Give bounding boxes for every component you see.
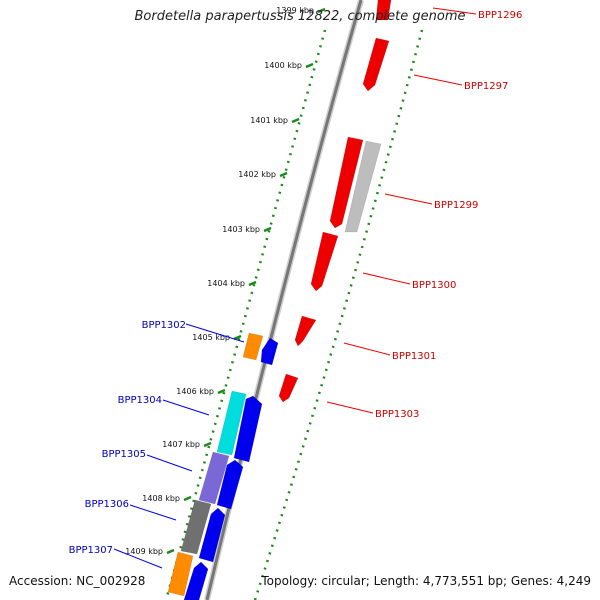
gene-bpp1307b-arrow: [183, 561, 209, 600]
gene-bpp1306b-arrow: [198, 507, 226, 563]
tick-mark-1404: [248, 280, 257, 287]
leader-line-bpp1300: [362, 272, 411, 285]
gene-label-bpp1299: BPP1299: [434, 200, 478, 211]
gene-bpp1302-arrow: [242, 332, 264, 361]
gene-bpp1299-arrow: [329, 136, 364, 229]
gene-bpp1297-arrow: [362, 37, 390, 92]
tick-label-1399: 1399 kbp: [276, 6, 314, 15]
leader-line-bpp1303: [326, 401, 374, 414]
gene-bpp1300-arrow: [310, 231, 339, 292]
leader-line-bpp1306: [129, 504, 177, 521]
gene-bpp1301-arrow: [294, 315, 317, 347]
gene-label-bpp1302: BPP1302: [142, 320, 186, 331]
tick-mark-1406: [217, 388, 226, 395]
tick-label-1405: 1405 kbp: [192, 333, 230, 342]
gene-label-bpp1303: BPP1303: [375, 409, 419, 420]
tick-label-1408: 1408 kbp: [142, 494, 180, 503]
leader-line-bpp1305: [146, 454, 193, 472]
gene-label-bpp1297: BPP1297: [464, 81, 508, 92]
tick-mark-1400: [305, 62, 314, 69]
gene-label-bpp1301: BPP1301: [392, 351, 436, 362]
tick-mark-1405: [233, 334, 242, 341]
tick-label-1400: 1400 kbp: [264, 61, 302, 70]
tick-label-1404: 1404 kbp: [207, 279, 245, 288]
tick-mark-1408: [183, 495, 192, 502]
gene-labels: BPP1296 BPP1297 BPP1299 BPP1300 BPP1301 BPP13…: [69, 7, 522, 569]
gene-label-bpp1300: BPP1300: [412, 280, 456, 291]
tick-label-1406: 1406 kbp: [176, 387, 214, 396]
gene-bpp1305b-arrow: [216, 459, 244, 510]
gene-label-bpp1307: BPP1307: [69, 545, 113, 556]
tick-mark-1401: [291, 117, 300, 124]
gene-bpp1303-arrow: [278, 373, 299, 403]
topology-summary: Topology: circular; Length: 4,773,551 bp…: [261, 574, 591, 588]
accession-text: Accession: NC_002928: [9, 574, 146, 588]
tick-label-1407: 1407 kbp: [162, 440, 200, 449]
leader-line-bpp1301: [343, 342, 391, 356]
kbp-ticks: 1399 kbp 1400 kbp 1401 kbp 1402 kbp 1403 kbp…: [125, 6, 326, 556]
leader-line-bpp1297: [413, 74, 463, 86]
tick-label-1402: 1402 kbp: [238, 170, 276, 179]
tick-mark-1407: [203, 441, 212, 448]
leader-line-bpp1302: [185, 323, 245, 343]
gene-bpp1305-arrow: [198, 451, 230, 505]
gene-bpp1302b-arrow: [260, 337, 279, 366]
tick-mark-1402: [279, 171, 288, 178]
leader-line-bpp1307: [113, 548, 163, 569]
tick-mark-1399: [317, 7, 326, 14]
leader-line-bpp1304: [162, 399, 210, 416]
gene-label-bpp1296: BPP1296: [478, 10, 522, 21]
gene-unnamed-gray-arrow: [344, 140, 382, 233]
gene-bpp1304b-arrow: [233, 395, 263, 463]
tick-label-1401: 1401 kbp: [250, 116, 288, 125]
map-title: Bordetella parapertussis 12822, complete…: [134, 9, 466, 24]
tick-label-1403: 1403 kbp: [222, 225, 260, 234]
tick-label-1409: 1409 kbp: [125, 547, 163, 556]
leader-line-bpp1299: [384, 193, 433, 205]
gene-bpp1296-arrow: [375, 0, 392, 21]
gene-bpp1307-arrow: [167, 551, 194, 597]
inner-dotted-track: [164, 29, 327, 600]
gene-bpp1304-arrow: [216, 390, 247, 456]
tick-mark-1403: [263, 226, 272, 233]
gene-features: [167, 0, 392, 600]
gene-bpp1306-arrow: [180, 499, 212, 555]
gene-label-bpp1305: BPP1305: [102, 449, 146, 460]
leader-line-bpp1296: [432, 7, 477, 15]
gene-label-bpp1306: BPP1306: [85, 499, 129, 510]
tick-mark-1409: [166, 548, 175, 555]
gene-label-bpp1304: BPP1304: [118, 395, 162, 406]
genome-backbone: [204, 0, 364, 600]
